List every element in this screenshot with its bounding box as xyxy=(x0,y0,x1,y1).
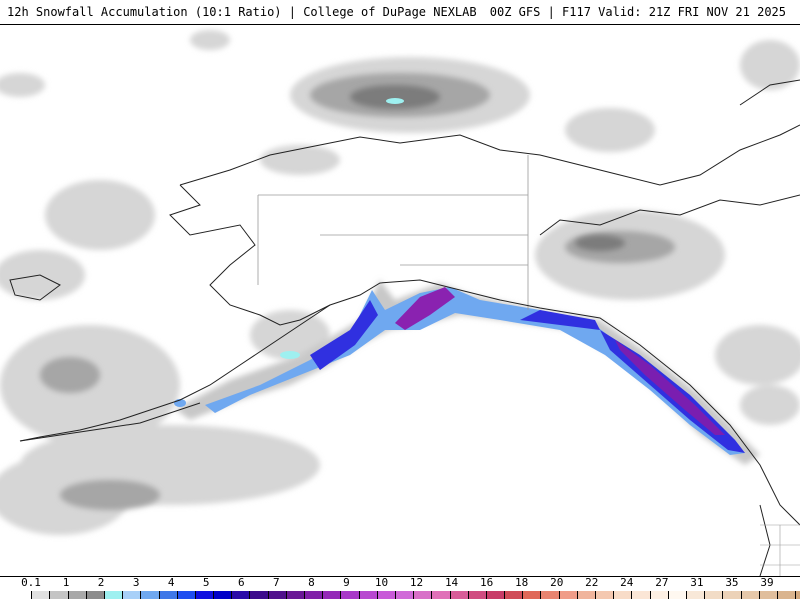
colorbar-swatch xyxy=(668,591,687,599)
colorbar-swatch xyxy=(359,591,378,599)
colorbar-swatch xyxy=(505,591,524,599)
coastal-snow-band xyxy=(174,280,760,465)
colorbar-swatch xyxy=(577,591,596,599)
colorbar-swatch xyxy=(450,591,469,599)
colorbar-swatch xyxy=(486,591,506,599)
colorbar-legend: 0.1 1 2 3 4 5 6 7 8 9 10 12 14 16 18 20 22 24 27 31 35 39 xyxy=(0,576,800,601)
colorbar-swatch xyxy=(541,591,560,599)
colorbar-swatch xyxy=(468,591,487,599)
us-state-lines xyxy=(760,524,800,576)
colorbar-swatch xyxy=(395,591,415,599)
colorbar-swatch xyxy=(614,591,633,599)
colorbar-label: 24 xyxy=(620,576,634,589)
colorbar-swatch xyxy=(177,591,196,599)
colorbar-swatch xyxy=(232,591,251,599)
colorbar-swatch xyxy=(68,591,87,599)
colorbar-swatch xyxy=(86,591,105,599)
colorbar-swatch xyxy=(523,591,542,599)
colorbar-swatch xyxy=(796,591,800,599)
colorbar-label: 1 xyxy=(62,576,70,589)
colorbar-swatches xyxy=(14,591,800,600)
colorbar-label: 2 xyxy=(97,576,105,589)
colorbar-label: 35 xyxy=(725,576,739,589)
model-valid-time: 00Z GFS | F117 Valid: 21Z FRI NOV 21 202… xyxy=(489,5,786,19)
colorbar-label: 7 xyxy=(273,576,280,589)
colorbar-swatch xyxy=(377,591,396,599)
colorbar-swatch xyxy=(759,591,778,599)
colorbar-swatch xyxy=(432,591,451,599)
colorbar-label: 9 xyxy=(343,576,350,589)
map-title: 12h Snowfall Accumulation (10:1 Ratio) |… xyxy=(7,5,477,19)
colorbar-label: 16 xyxy=(479,576,494,589)
colorbar-swatch xyxy=(559,591,578,599)
colorbar-swatch xyxy=(650,591,669,599)
colorbar-label: 3 xyxy=(132,576,140,589)
colorbar-label: 14 xyxy=(444,576,459,589)
colorbar-label: 6 xyxy=(237,576,245,589)
colorbar-swatch xyxy=(159,591,178,599)
colorbar-swatch xyxy=(414,591,433,599)
heavy-grey-areas xyxy=(350,85,625,251)
map-borders xyxy=(257,155,529,310)
colorbar-label: 20 xyxy=(550,576,564,589)
colorbar-label: 27 xyxy=(655,576,669,589)
colorbar-label: 22 xyxy=(585,576,599,589)
colorbar-swatch xyxy=(596,591,615,599)
colorbar-swatch xyxy=(305,591,324,599)
colorbar-swatch xyxy=(104,591,124,599)
coastlines xyxy=(9,79,800,577)
colorbar-label: 12 xyxy=(409,576,424,589)
map-canvas xyxy=(0,30,800,577)
colorbar-labels: 0.1 1 2 3 4 5 6 7 8 9 10 12 14 16 18 20 22 24 27 31 35 39 xyxy=(0,577,800,589)
colorbar-swatch xyxy=(686,591,706,599)
colorbar-label: 31 xyxy=(690,576,704,589)
colorbar-swatch xyxy=(14,591,33,599)
colorbar-label: 18 xyxy=(515,576,529,589)
colorbar-swatch xyxy=(195,591,215,599)
colorbar-swatch xyxy=(723,591,742,599)
colorbar-swatch xyxy=(341,591,360,599)
colorbar-swatch xyxy=(705,591,724,599)
colorbar-label: 10 xyxy=(374,576,389,589)
colorbar-swatch xyxy=(777,591,797,599)
colorbar-swatch xyxy=(250,591,269,599)
colorbar-label: 0.1 xyxy=(21,576,41,589)
colorbar-swatch xyxy=(50,591,69,599)
header-bar: 12h Snowfall Accumulation (10:1 Ratio) |… xyxy=(0,0,800,25)
colorbar-label: 4 xyxy=(167,576,175,589)
colorbar-swatch xyxy=(123,591,142,599)
colorbar-swatch xyxy=(741,591,760,599)
colorbar-label: 5 xyxy=(202,576,210,589)
colorbar-swatch xyxy=(32,591,51,599)
snowfall-map[interactable] xyxy=(0,25,800,577)
colorbar-swatch xyxy=(286,591,305,599)
colorbar-swatch xyxy=(214,591,233,599)
colorbar-swatch xyxy=(632,591,651,599)
cyan-spot xyxy=(386,98,404,104)
colorbar-swatch xyxy=(141,591,160,599)
colorbar-label: 8 xyxy=(308,576,315,589)
colorbar-swatch xyxy=(323,591,342,599)
colorbar-swatch xyxy=(268,591,287,599)
colorbar-label: 39 xyxy=(760,576,774,589)
